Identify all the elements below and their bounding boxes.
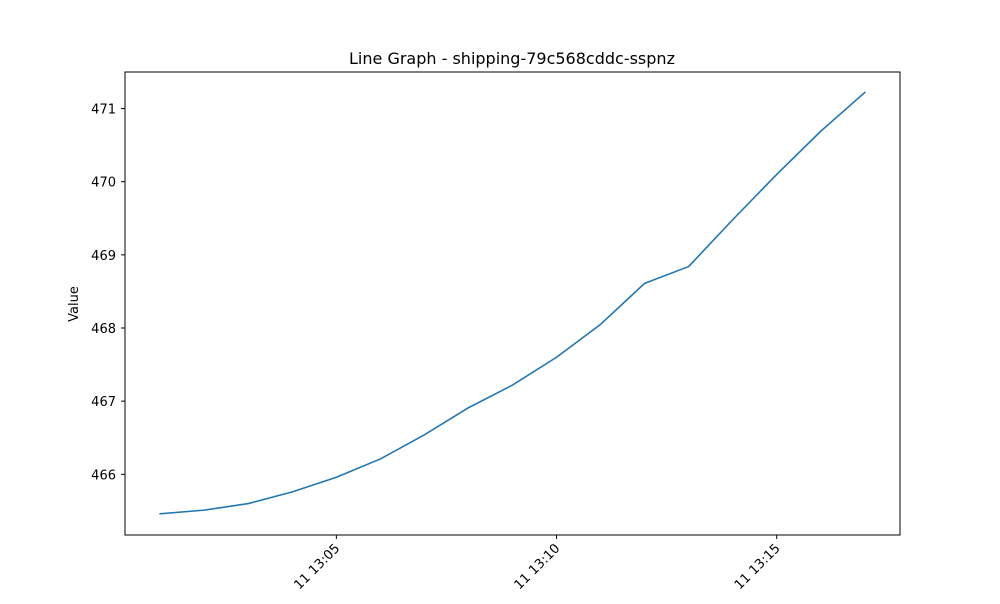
y-tick-label: 471 xyxy=(91,103,116,118)
y-tick-label: 468 xyxy=(91,322,116,337)
y-tick-label: 469 xyxy=(91,249,116,264)
series-line-0 xyxy=(159,91,866,515)
y-tick-label: 466 xyxy=(91,468,116,483)
x-tick-label: 11 13:15 xyxy=(732,541,784,593)
y-tick-label: 470 xyxy=(91,176,116,191)
x-axis: 11 13:05 11 13:10 11 13:15 xyxy=(291,535,784,593)
series-layer xyxy=(159,91,866,515)
y-tick-label: 467 xyxy=(91,395,116,410)
y-axis: 466 467 468 469 470 471 xyxy=(91,103,125,483)
x-tick-label: 11 13:05 xyxy=(291,541,343,593)
plot-frame xyxy=(124,71,901,536)
x-tick-label: 11 13:10 xyxy=(512,541,564,593)
chart-title: Line Graph - shipping-79c568cddc-sspnz xyxy=(349,49,675,68)
y-axis-label: Value xyxy=(67,286,82,322)
